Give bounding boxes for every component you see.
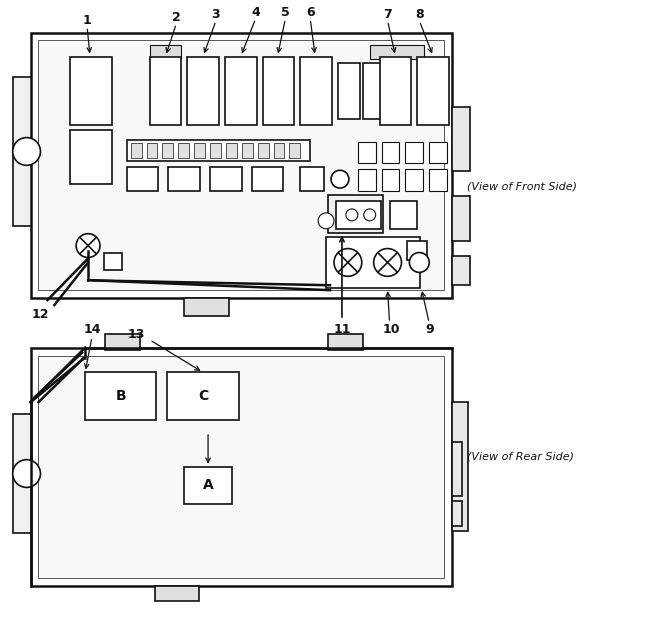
Text: 5: 5 [281, 6, 290, 19]
Bar [13, 77, 40, 226]
Bar [289, 143, 301, 158]
Text: 8: 8 [415, 8, 423, 21]
Bar [185, 298, 229, 316]
Bar [338, 63, 360, 119]
Bar [146, 143, 158, 158]
Text: 3: 3 [211, 8, 220, 21]
Bar [380, 57, 411, 125]
Text: C: C [198, 389, 208, 403]
Text: 12: 12 [32, 308, 49, 321]
Circle shape [331, 170, 349, 188]
Bar [38, 40, 444, 290]
Bar [328, 334, 363, 350]
Bar [328, 195, 382, 233]
Bar [162, 143, 173, 158]
Bar [226, 143, 237, 158]
Bar [13, 414, 40, 533]
Text: 9: 9 [425, 323, 433, 336]
Bar [452, 255, 470, 285]
Bar [85, 373, 156, 420]
Bar [154, 586, 199, 601]
Text: 4: 4 [252, 6, 260, 19]
Bar [363, 63, 380, 119]
Bar [301, 168, 324, 191]
Bar [210, 168, 242, 191]
Text: 7: 7 [383, 8, 392, 21]
Bar [242, 143, 253, 158]
Bar [104, 252, 121, 270]
Bar [105, 334, 140, 350]
Bar [390, 201, 417, 229]
Bar [131, 143, 142, 158]
Bar [127, 168, 158, 191]
Text: (View of Front Side): (View of Front Side) [467, 181, 577, 191]
Bar [301, 57, 332, 125]
Circle shape [346, 209, 358, 221]
Text: 13: 13 [128, 328, 146, 341]
Bar [452, 196, 470, 240]
Bar [382, 141, 399, 163]
Bar [452, 402, 468, 531]
Text: 1: 1 [83, 14, 91, 27]
Bar [382, 169, 399, 191]
Text: 2: 2 [172, 11, 180, 24]
Bar [150, 45, 181, 59]
Bar [252, 168, 283, 191]
Bar [70, 130, 112, 184]
Text: 6: 6 [306, 6, 315, 19]
Bar [150, 57, 181, 125]
Bar [127, 140, 310, 161]
Circle shape [13, 460, 40, 487]
Circle shape [318, 213, 334, 229]
Bar [358, 169, 376, 191]
Bar [225, 57, 257, 125]
Bar [452, 442, 462, 497]
Bar [407, 240, 427, 260]
Bar [185, 467, 232, 504]
Bar [194, 143, 205, 158]
Circle shape [374, 249, 401, 277]
Text: B: B [115, 389, 126, 403]
Circle shape [409, 252, 429, 272]
Bar [31, 32, 452, 298]
Bar [429, 169, 447, 191]
Bar [187, 57, 219, 125]
Bar [452, 107, 470, 171]
Bar [168, 168, 200, 191]
Text: A: A [203, 478, 213, 492]
Bar [370, 45, 424, 59]
Bar [417, 57, 449, 125]
Circle shape [334, 249, 362, 277]
Bar [429, 141, 447, 163]
Text: (View of Rear Side): (View of Rear Side) [467, 452, 574, 462]
Circle shape [13, 138, 40, 165]
Bar [326, 237, 420, 288]
Text: 10: 10 [382, 323, 401, 336]
Bar [31, 348, 452, 586]
Bar [405, 169, 423, 191]
Bar [452, 502, 462, 526]
Text: 14: 14 [83, 323, 101, 336]
Circle shape [76, 234, 100, 257]
Text: 11: 11 [333, 323, 351, 336]
Bar [274, 143, 285, 158]
Bar [336, 201, 380, 229]
Bar [167, 373, 239, 420]
Bar [70, 57, 112, 125]
Bar [405, 141, 423, 163]
Bar [178, 143, 189, 158]
Bar [210, 143, 221, 158]
Bar [358, 141, 376, 163]
Bar [258, 143, 268, 158]
Circle shape [364, 209, 376, 221]
Bar [38, 356, 444, 578]
Bar [262, 57, 295, 125]
